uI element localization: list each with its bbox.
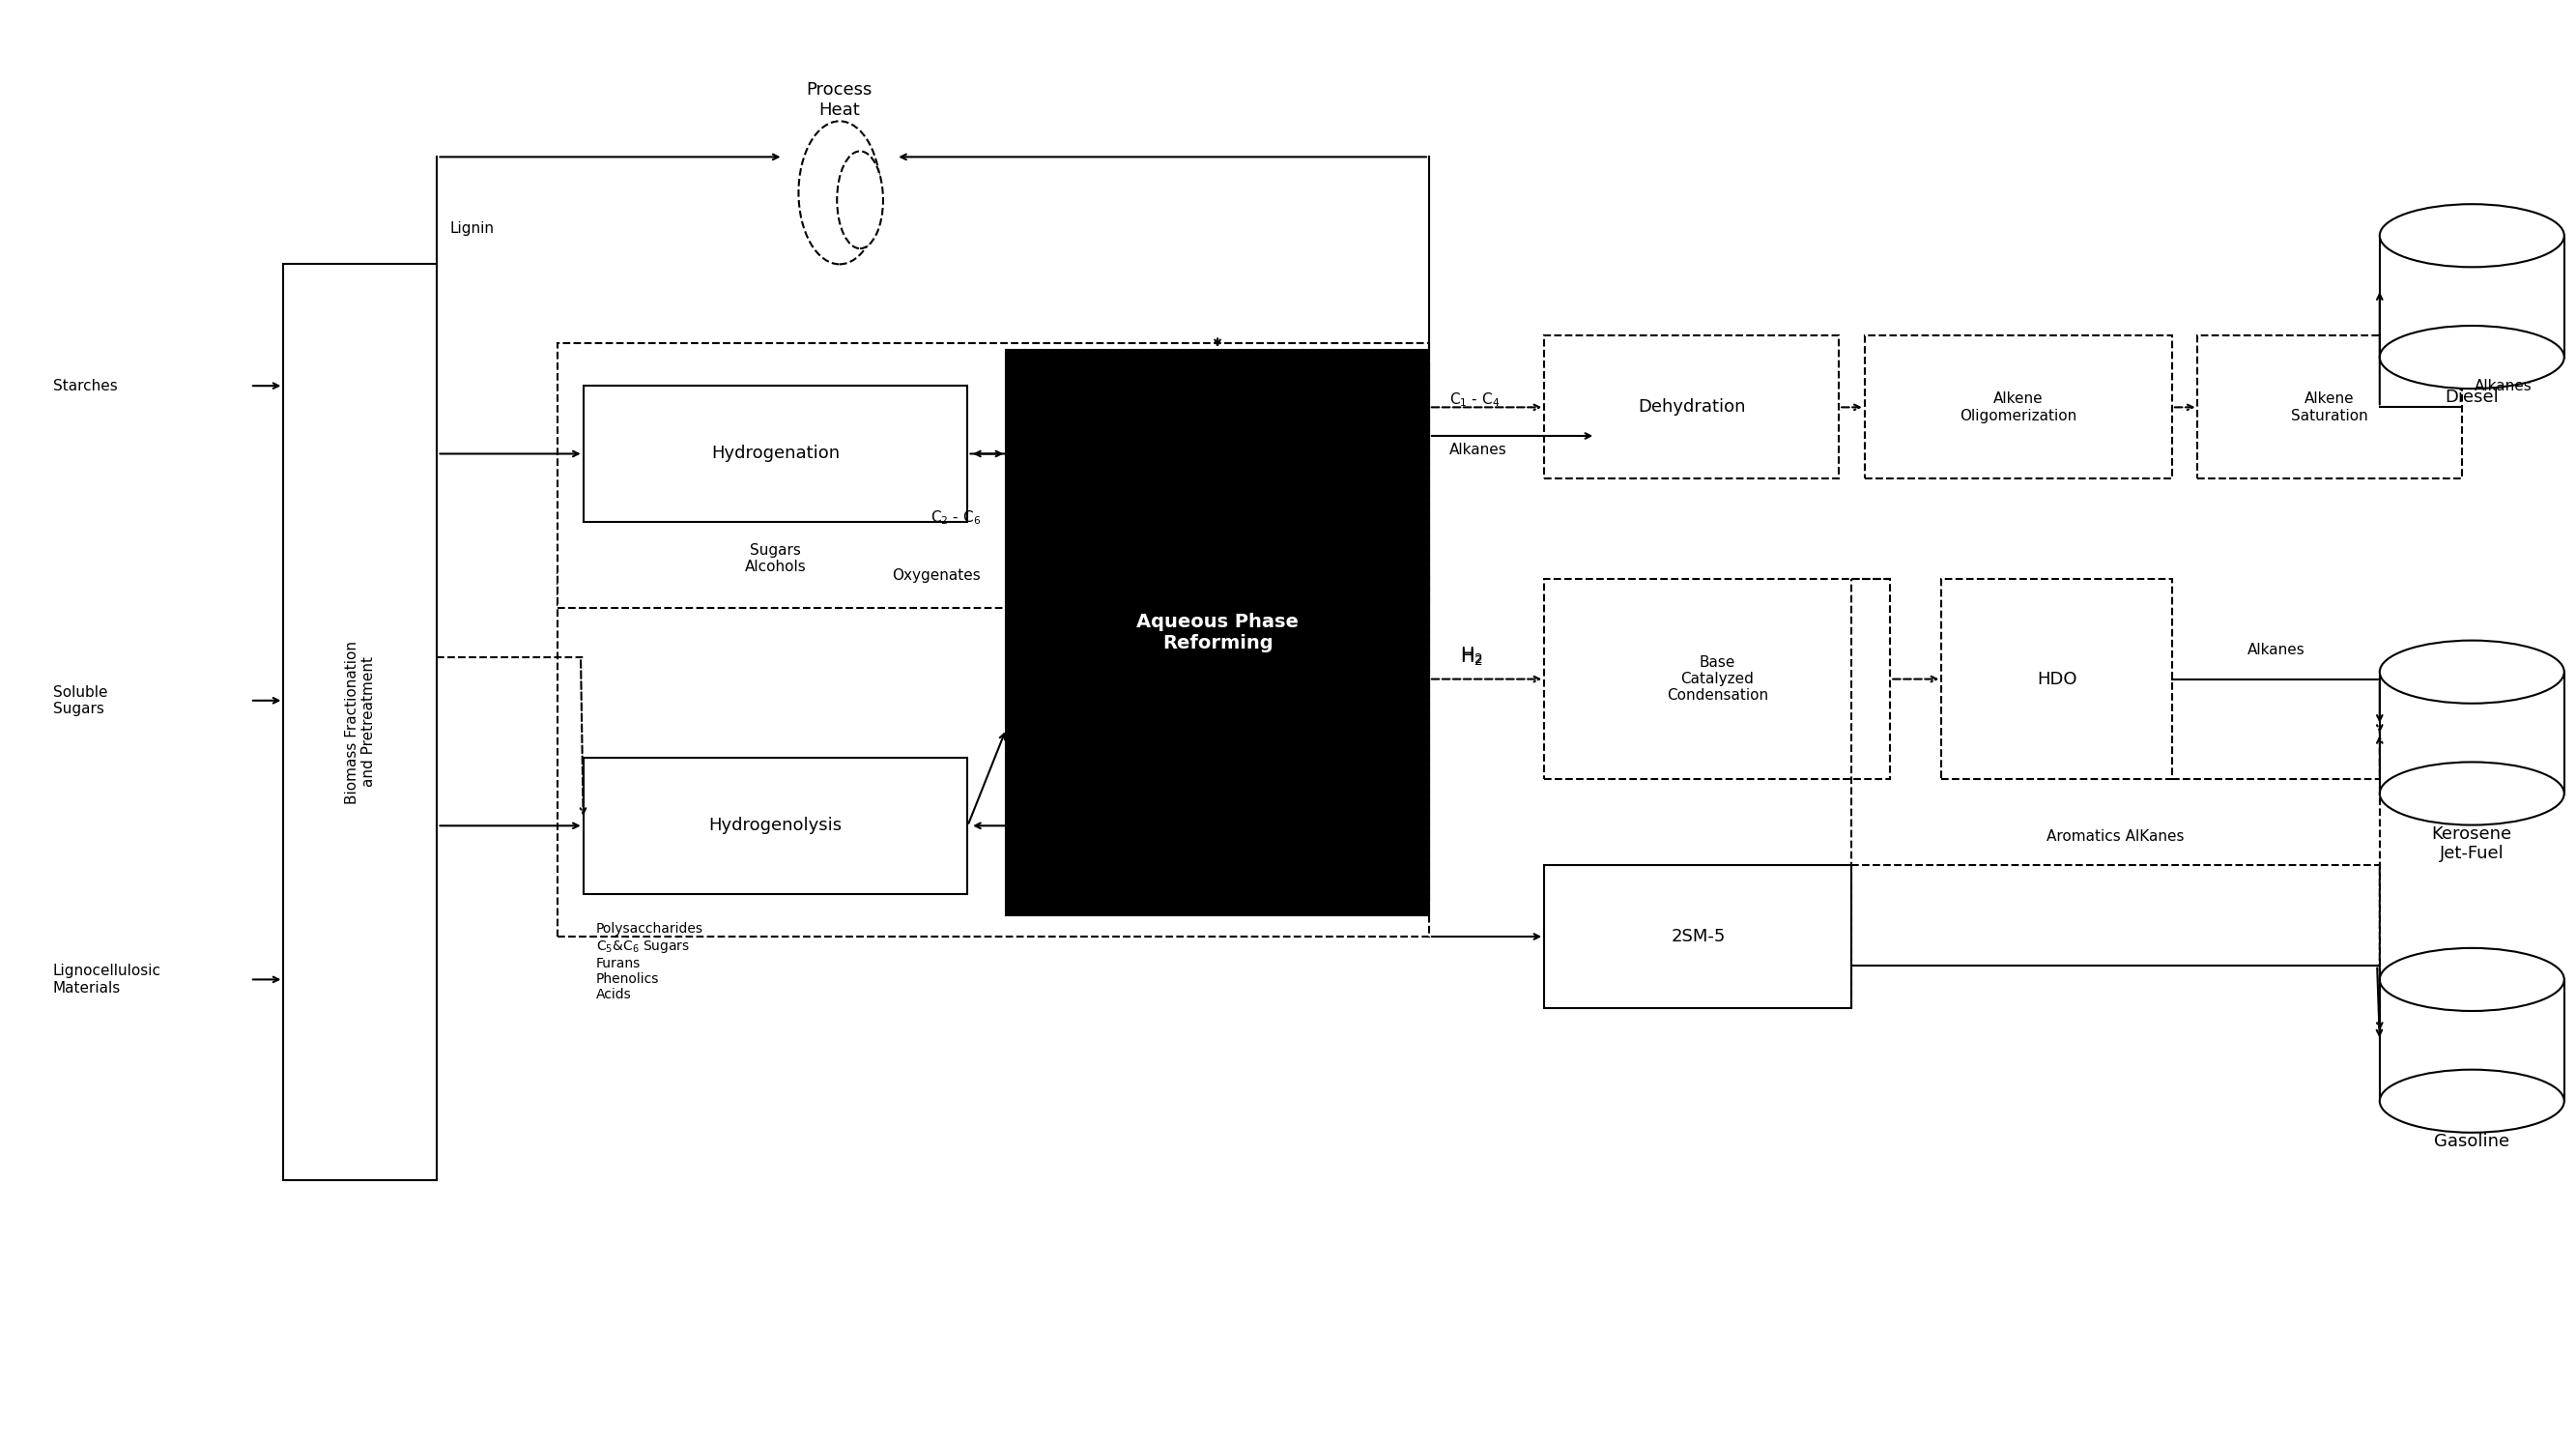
Ellipse shape (2380, 949, 2563, 1011)
Bar (582, 386, 969, 521)
Bar (1942, 579, 2172, 780)
Bar (2380, 671, 2563, 794)
Text: Alkanes: Alkanes (1450, 443, 1507, 458)
Bar (556, 342, 1430, 608)
Text: Lignin: Lignin (451, 221, 495, 235)
Text: Alkene
Oligomerization: Alkene Oligomerization (1960, 391, 2076, 423)
Bar (1543, 865, 1852, 1008)
Bar (1543, 336, 1839, 479)
Bar (2380, 979, 2563, 1102)
Text: Process
Heat: Process Heat (806, 81, 873, 118)
Text: Alkanes: Alkanes (2476, 378, 2532, 393)
Text: Sugars
Alcohols: Sugars Alcohols (744, 543, 806, 575)
Bar (283, 264, 438, 1180)
Ellipse shape (2380, 762, 2563, 825)
Text: Base
Catalyzed
Condensation: Base Catalyzed Condensation (1667, 656, 1767, 703)
Text: H$_2$: H$_2$ (1461, 647, 1484, 669)
Text: H$_2$: H$_2$ (1461, 645, 1484, 666)
Bar (1543, 579, 1891, 780)
Text: Polysaccharides
C$_5$&C$_6$ Sugars
Furans
Phenolics
Acids: Polysaccharides C$_5$&C$_6$ Sugars Furan… (595, 923, 703, 1002)
Text: Hydrogenation: Hydrogenation (711, 445, 840, 462)
Text: Alkene
Saturation: Alkene Saturation (2290, 391, 2367, 423)
Text: C$_2$ - C$_6$: C$_2$ - C$_6$ (930, 510, 981, 527)
Text: Starches: Starches (54, 378, 118, 393)
Ellipse shape (2380, 326, 2563, 388)
Bar (556, 572, 1430, 937)
Bar (1865, 336, 2172, 479)
Ellipse shape (2380, 1070, 2563, 1132)
Bar (1007, 349, 1430, 915)
Text: Dehydration: Dehydration (1638, 399, 1747, 416)
Ellipse shape (837, 152, 884, 248)
Bar (2380, 235, 2563, 357)
Bar (582, 758, 969, 894)
Ellipse shape (799, 121, 881, 264)
Ellipse shape (2380, 641, 2563, 703)
Text: Soluble
Sugars: Soluble Sugars (54, 684, 108, 716)
Text: Alkanes: Alkanes (2246, 643, 2306, 657)
Bar (2197, 336, 2463, 479)
Text: Oxygenates: Oxygenates (891, 567, 981, 582)
Text: Kerosene
Jet-Fuel: Kerosene Jet-Fuel (2432, 825, 2512, 862)
Ellipse shape (2380, 204, 2563, 267)
Text: Lignocellulosic
Materials: Lignocellulosic Materials (54, 963, 162, 995)
Text: Aqueous Phase
Reforming: Aqueous Phase Reforming (1136, 612, 1298, 653)
Text: HDO: HDO (2038, 670, 2076, 687)
Text: Aromatics AlKanes: Aromatics AlKanes (2048, 829, 2184, 843)
Text: Biomass Fractionation
and Pretreatment: Biomass Fractionation and Pretreatment (345, 640, 376, 804)
Text: Diesel: Diesel (2445, 388, 2499, 406)
Text: 2SM-5: 2SM-5 (1672, 928, 1726, 946)
Text: Gasoline: Gasoline (2434, 1132, 2509, 1149)
Text: C$_1$ - C$_4$: C$_1$ - C$_4$ (1450, 391, 1499, 409)
Text: Hydrogenolysis: Hydrogenolysis (708, 817, 842, 835)
